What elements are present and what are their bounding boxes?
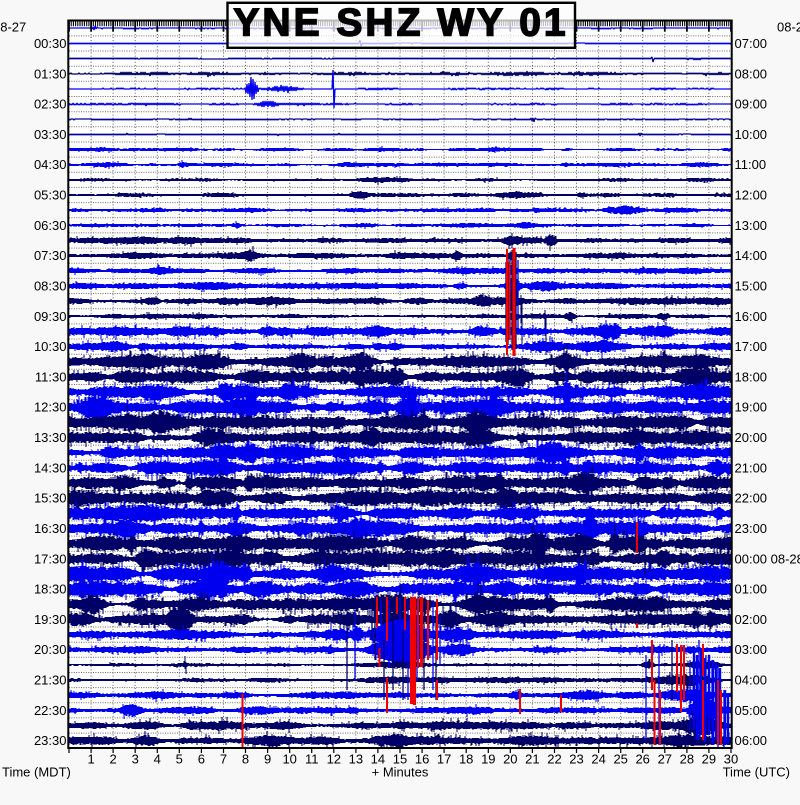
svg-text:19: 19 bbox=[481, 752, 495, 767]
svg-text:5: 5 bbox=[176, 752, 183, 767]
svg-text:20:30: 20:30 bbox=[34, 642, 67, 657]
svg-text:11:00: 11:00 bbox=[735, 157, 767, 172]
svg-text:9: 9 bbox=[264, 752, 271, 767]
svg-text:13:00: 13:00 bbox=[735, 218, 768, 233]
svg-text:16:00: 16:00 bbox=[735, 309, 768, 324]
svg-text:10: 10 bbox=[282, 752, 296, 767]
svg-text:18:00: 18:00 bbox=[735, 369, 768, 384]
svg-text:01:30: 01:30 bbox=[34, 66, 67, 81]
svg-text:02:30: 02:30 bbox=[34, 97, 67, 112]
svg-text:21:00: 21:00 bbox=[735, 460, 768, 475]
svg-text:19:00: 19:00 bbox=[735, 400, 768, 415]
svg-text:15:00: 15:00 bbox=[735, 279, 768, 294]
svg-text:19:30: 19:30 bbox=[34, 612, 67, 627]
svg-text:12:00: 12:00 bbox=[735, 188, 768, 203]
svg-text:17:00: 17:00 bbox=[735, 339, 768, 354]
svg-text:07:00: 07:00 bbox=[735, 36, 768, 51]
svg-text:Time (UTC): Time (UTC) bbox=[723, 765, 790, 780]
svg-text:2: 2 bbox=[109, 752, 116, 767]
svg-text:7: 7 bbox=[220, 752, 227, 767]
svg-text:08:30: 08:30 bbox=[34, 279, 67, 294]
svg-text:Time (MDT): Time (MDT) bbox=[2, 765, 71, 780]
svg-text:13:30: 13:30 bbox=[34, 430, 67, 445]
svg-text:23:30: 23:30 bbox=[34, 733, 67, 748]
svg-text:28: 28 bbox=[680, 752, 694, 767]
svg-text:18: 18 bbox=[459, 752, 473, 767]
svg-text:03:30: 03:30 bbox=[34, 127, 67, 142]
svg-text:16:30: 16:30 bbox=[34, 521, 67, 536]
svg-text:26: 26 bbox=[635, 752, 649, 767]
svg-text:15:30: 15:30 bbox=[34, 491, 67, 506]
svg-text:21:30: 21:30 bbox=[34, 673, 67, 688]
svg-text:25: 25 bbox=[613, 752, 627, 767]
svg-text:10:30: 10:30 bbox=[34, 339, 67, 354]
svg-text:20:00: 20:00 bbox=[735, 430, 768, 445]
svg-text:06:00: 06:00 bbox=[735, 733, 768, 748]
svg-text:14:30: 14:30 bbox=[34, 460, 67, 475]
svg-text:22: 22 bbox=[547, 752, 561, 767]
svg-text:23: 23 bbox=[569, 752, 583, 767]
svg-text:01:00: 01:00 bbox=[735, 582, 768, 597]
svg-text:05:30: 05:30 bbox=[34, 188, 67, 203]
svg-text:05:00: 05:00 bbox=[735, 703, 768, 718]
svg-text:08-28: 08-28 bbox=[777, 20, 800, 35]
svg-text:02:00: 02:00 bbox=[735, 612, 768, 627]
svg-text:18:30: 18:30 bbox=[34, 582, 67, 597]
svg-text:09:30: 09:30 bbox=[34, 309, 67, 324]
svg-text:07:30: 07:30 bbox=[34, 248, 67, 263]
svg-text:6: 6 bbox=[198, 752, 205, 767]
svg-text:08:00: 08:00 bbox=[735, 66, 768, 81]
svg-text:08-27: 08-27 bbox=[0, 20, 26, 35]
svg-text:00:30: 00:30 bbox=[34, 36, 67, 51]
svg-text:04:00: 04:00 bbox=[735, 673, 768, 688]
svg-text:11: 11 bbox=[305, 752, 319, 767]
svg-text:06:30: 06:30 bbox=[34, 218, 67, 233]
svg-text:3: 3 bbox=[132, 752, 139, 767]
svg-text:17: 17 bbox=[437, 752, 451, 767]
svg-text:12:30: 12:30 bbox=[34, 400, 67, 415]
svg-text:04:30: 04:30 bbox=[34, 157, 67, 172]
svg-text:10:00: 10:00 bbox=[735, 127, 768, 142]
svg-text:24: 24 bbox=[591, 752, 605, 767]
svg-text:09:00: 09:00 bbox=[735, 97, 768, 112]
svg-text:+ Minutes: + Minutes bbox=[372, 765, 429, 780]
svg-text:00:00 08-28: 00:00 08-28 bbox=[735, 551, 800, 566]
svg-text:17:30: 17:30 bbox=[34, 551, 67, 566]
svg-text:29: 29 bbox=[702, 752, 716, 767]
svg-text:1: 1 bbox=[87, 752, 94, 767]
svg-text:21: 21 bbox=[525, 752, 539, 767]
svg-text:12: 12 bbox=[327, 752, 341, 767]
svg-text:27: 27 bbox=[658, 752, 672, 767]
svg-text:22:00: 22:00 bbox=[735, 491, 768, 506]
svg-text:23:00: 23:00 bbox=[735, 521, 768, 536]
svg-text:20: 20 bbox=[503, 752, 517, 767]
svg-text:03:00: 03:00 bbox=[735, 642, 768, 657]
svg-text:8: 8 bbox=[242, 752, 249, 767]
svg-text:22:30: 22:30 bbox=[34, 703, 67, 718]
svg-text:4: 4 bbox=[154, 752, 161, 767]
svg-text:13: 13 bbox=[349, 752, 363, 767]
svg-text:11:30: 11:30 bbox=[35, 369, 67, 384]
svg-text:14:00: 14:00 bbox=[735, 248, 768, 263]
svg-text:YNE SHZ WY 01: YNE SHZ WY 01 bbox=[233, 2, 568, 45]
